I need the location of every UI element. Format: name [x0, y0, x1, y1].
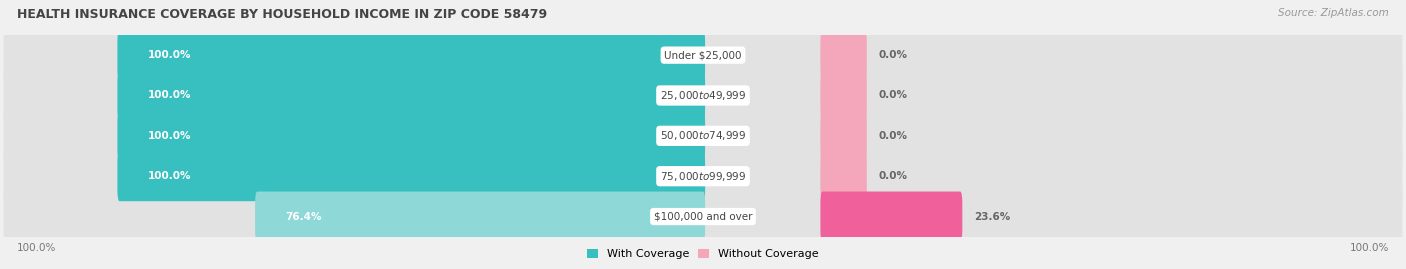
Text: 23.6%: 23.6% — [974, 211, 1011, 222]
Text: 100.0%: 100.0% — [1350, 243, 1389, 253]
Text: $25,000 to $49,999: $25,000 to $49,999 — [659, 89, 747, 102]
FancyBboxPatch shape — [118, 111, 706, 161]
Text: $75,000 to $99,999: $75,000 to $99,999 — [659, 170, 747, 183]
FancyBboxPatch shape — [118, 30, 706, 80]
FancyBboxPatch shape — [3, 182, 1403, 251]
Legend: With Coverage, Without Coverage: With Coverage, Without Coverage — [582, 244, 824, 263]
FancyBboxPatch shape — [821, 192, 962, 242]
Text: 100.0%: 100.0% — [148, 171, 191, 181]
Text: Under $25,000: Under $25,000 — [664, 50, 742, 60]
FancyBboxPatch shape — [254, 192, 706, 242]
Text: 100.0%: 100.0% — [148, 90, 191, 101]
Text: Source: ZipAtlas.com: Source: ZipAtlas.com — [1278, 8, 1389, 18]
Text: $50,000 to $74,999: $50,000 to $74,999 — [659, 129, 747, 142]
FancyBboxPatch shape — [821, 111, 866, 161]
Text: $100,000 and over: $100,000 and over — [654, 211, 752, 222]
FancyBboxPatch shape — [821, 30, 866, 80]
FancyBboxPatch shape — [118, 151, 706, 201]
FancyBboxPatch shape — [3, 141, 1403, 211]
Text: 0.0%: 0.0% — [879, 131, 908, 141]
FancyBboxPatch shape — [3, 101, 1403, 171]
Text: 100.0%: 100.0% — [148, 131, 191, 141]
Text: HEALTH INSURANCE COVERAGE BY HOUSEHOLD INCOME IN ZIP CODE 58479: HEALTH INSURANCE COVERAGE BY HOUSEHOLD I… — [17, 8, 547, 21]
Text: 76.4%: 76.4% — [285, 211, 322, 222]
Text: 0.0%: 0.0% — [879, 90, 908, 101]
FancyBboxPatch shape — [3, 20, 1403, 90]
FancyBboxPatch shape — [821, 151, 866, 201]
FancyBboxPatch shape — [3, 61, 1403, 130]
Text: 0.0%: 0.0% — [879, 50, 908, 60]
FancyBboxPatch shape — [118, 70, 706, 121]
FancyBboxPatch shape — [821, 70, 866, 121]
Text: 100.0%: 100.0% — [17, 243, 56, 253]
Text: 100.0%: 100.0% — [148, 50, 191, 60]
Text: 0.0%: 0.0% — [879, 171, 908, 181]
